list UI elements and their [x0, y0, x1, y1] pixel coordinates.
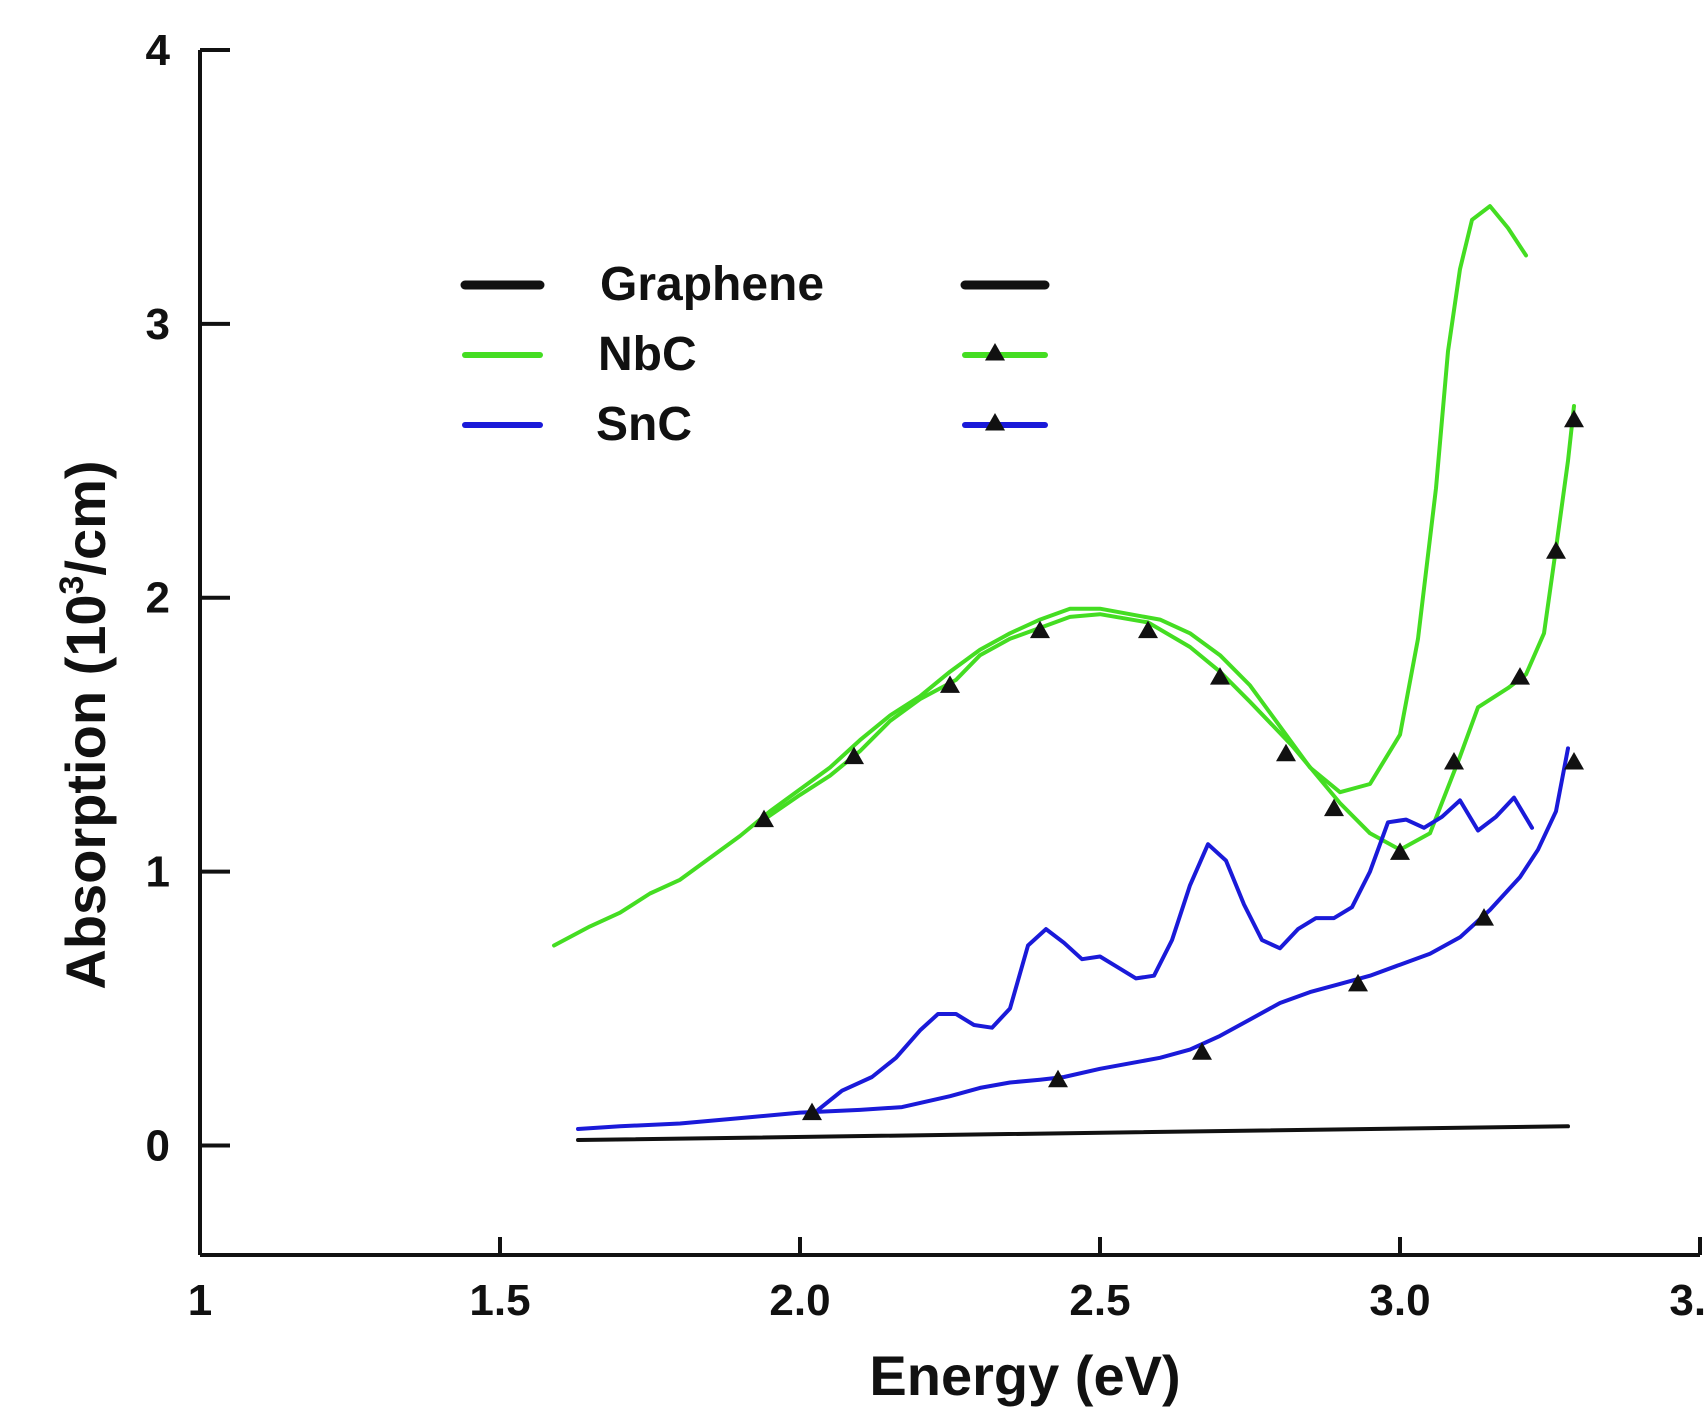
- marker-nbc-7: [1324, 798, 1344, 817]
- series-layer: [552, 204, 1576, 1142]
- legend-label-nbc: NbC: [598, 328, 697, 381]
- legend-marker-2: [985, 413, 1005, 431]
- x-tick-label-0: 1: [188, 1276, 212, 1325]
- y-axis-title-suffix: /cm): [54, 460, 117, 575]
- legend-marker-1: [985, 343, 1005, 361]
- y-tick-label-4: 4: [146, 26, 171, 75]
- marker-nbc-10: [1510, 667, 1530, 685]
- axes: 1 1.5 2.0 2.5 3.0 3.5 0 1 2 3 4: [146, 26, 1705, 1325]
- marker-snc-4: [1474, 908, 1494, 926]
- legend: Graphene NbC SnC: [460, 258, 1050, 451]
- y-tick-label-0: 0: [146, 1121, 170, 1170]
- marker-snc-5: [1564, 752, 1584, 770]
- x-tick-label-3: 2.5: [1069, 1276, 1130, 1325]
- x-tick-label-2: 2.0: [769, 1276, 830, 1325]
- y-axis-title: Absorption (103/cm): [53, 460, 117, 989]
- marker-layer: [754, 409, 1584, 1121]
- series-line-nbc-1: [552, 204, 1528, 948]
- series-line-graphene-0: [576, 1124, 1570, 1142]
- marker-snc-1: [1048, 1069, 1068, 1088]
- y-axis-title-superscript: 3: [53, 576, 91, 595]
- x-tick-label-5: 3.5: [1669, 1276, 1705, 1325]
- series-line-nbc-with-markers-2: [762, 404, 1576, 852]
- y-axis-title-prefix: Absorption (10: [54, 594, 117, 989]
- marker-nbc-9: [1444, 752, 1464, 770]
- series-line-snc-with-markers-4: [576, 746, 1570, 1131]
- marker-nbc-11: [1546, 541, 1566, 559]
- x-axis-title: Energy (eV): [869, 1344, 1180, 1407]
- marker-nbc-0: [754, 809, 774, 828]
- legend-label-snc: SnC: [596, 398, 692, 451]
- marker-nbc-5: [1210, 667, 1230, 685]
- marker-nbc-6: [1276, 743, 1296, 762]
- marker-snc-3: [1348, 973, 1368, 992]
- y-tick-label-2: 2: [146, 574, 170, 623]
- marker-nbc-3: [1030, 620, 1050, 639]
- series-line-snc-3: [816, 795, 1534, 1112]
- marker-nbc-8: [1390, 842, 1410, 860]
- marker-nbc-1: [844, 746, 864, 765]
- x-tick-label-1: 1.5: [469, 1276, 530, 1325]
- marker-snc-0: [802, 1102, 822, 1121]
- x-tick-label-4: 3.0: [1369, 1276, 1430, 1325]
- legend-label-graphene: Graphene: [600, 258, 824, 311]
- marker-snc-2: [1192, 1042, 1212, 1060]
- marker-nbc-12: [1564, 409, 1584, 428]
- y-tick-label-1: 1: [146, 848, 170, 897]
- marker-nbc-2: [940, 675, 960, 693]
- y-tick-label-3: 3: [146, 300, 170, 349]
- marker-nbc-4: [1138, 620, 1158, 639]
